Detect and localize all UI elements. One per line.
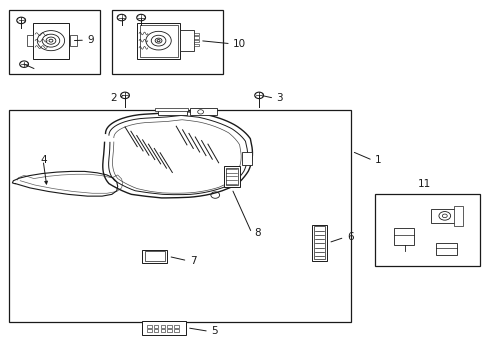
Bar (435, 243, 456, 255)
Text: 11: 11 (417, 179, 430, 189)
Text: 8: 8 (254, 228, 260, 238)
Text: 6: 6 (346, 232, 353, 242)
Bar (27, 35, 33, 46)
Bar (160, 329, 165, 332)
Circle shape (17, 17, 25, 24)
Bar (189, 108, 216, 115)
Bar (155, 108, 187, 111)
Bar (137, 23, 180, 59)
Bar (9, 10, 100, 74)
Circle shape (117, 14, 126, 21)
Bar (142, 320, 185, 335)
Text: 1: 1 (374, 155, 381, 165)
Bar (147, 329, 151, 332)
Text: 7: 7 (189, 256, 196, 266)
Bar (33, 23, 69, 59)
Bar (147, 325, 151, 328)
Bar (70, 35, 77, 46)
Bar (158, 111, 186, 115)
Bar (224, 166, 239, 187)
Bar (193, 44, 198, 46)
Bar (180, 30, 193, 51)
Text: 5: 5 (211, 326, 218, 336)
Text: 10: 10 (233, 39, 246, 49)
Circle shape (20, 61, 28, 67)
Bar (225, 168, 237, 185)
Bar (144, 251, 164, 261)
Bar (453, 206, 462, 226)
Bar (374, 194, 479, 266)
Bar (311, 225, 327, 261)
Bar (241, 152, 252, 165)
Circle shape (137, 14, 145, 21)
Bar (193, 40, 198, 42)
Bar (9, 110, 350, 321)
Text: 3: 3 (276, 93, 282, 103)
Circle shape (254, 92, 263, 99)
Bar (174, 329, 179, 332)
Bar (154, 329, 158, 332)
Text: 2: 2 (110, 93, 117, 103)
Text: 4: 4 (41, 155, 47, 165)
Bar (142, 249, 167, 263)
Text: 9: 9 (87, 35, 94, 45)
Bar (112, 10, 223, 74)
Bar (167, 329, 172, 332)
Bar (430, 210, 454, 223)
Bar (160, 325, 165, 328)
Bar (193, 33, 198, 35)
Bar (154, 325, 158, 328)
Bar (139, 24, 177, 57)
Bar (193, 36, 198, 39)
Circle shape (121, 92, 129, 99)
Bar (174, 325, 179, 328)
Bar (393, 228, 413, 245)
Bar (167, 325, 172, 328)
Bar (313, 226, 325, 259)
